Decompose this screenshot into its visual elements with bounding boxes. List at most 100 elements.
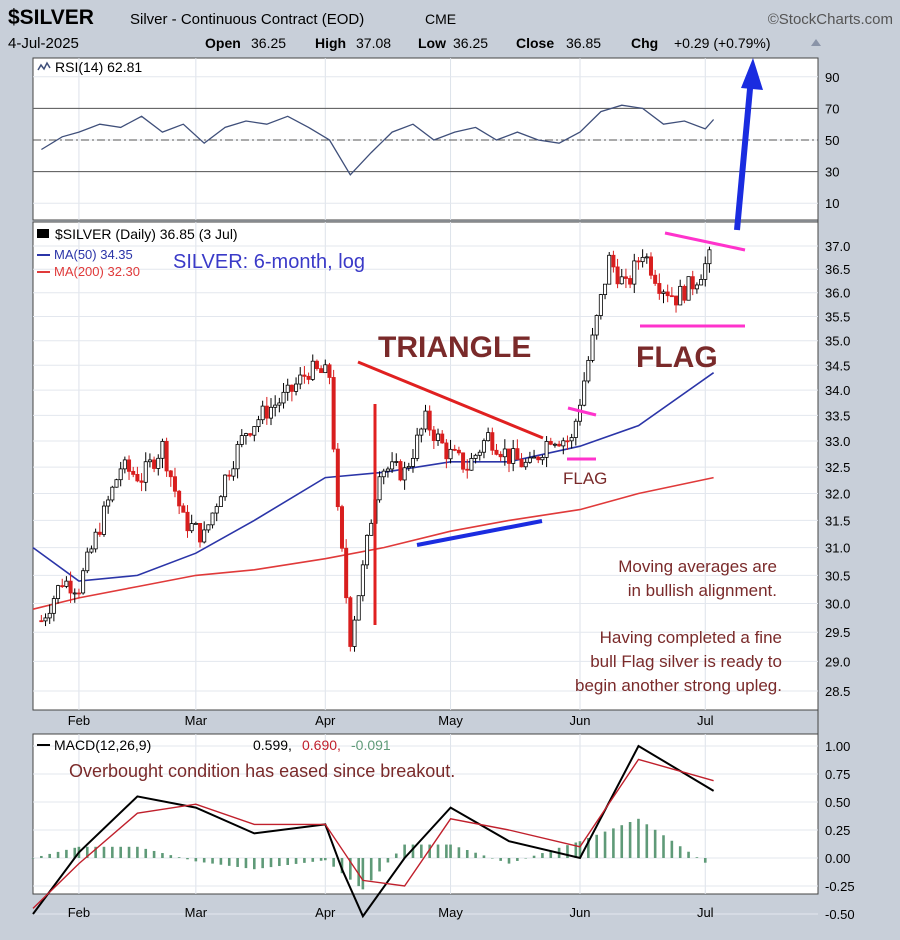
price-tick-label: 36.0 [825,286,850,301]
candle-body [81,570,86,594]
price-tick-label: 35.0 [825,334,850,349]
macd-histogram-bar [102,846,106,858]
candle-body [139,480,144,483]
candle-body [477,451,482,456]
macd-histogram-bar [194,858,198,862]
candle-body [640,256,645,263]
rsi-legend-icon [37,61,51,71]
note-flag-line3: begin another strong upleg. [575,676,782,695]
macd-histogram-bar [378,858,381,872]
macd-tick-label: 1.00 [825,739,850,754]
candle-body [227,474,232,477]
macd-histogram-bar [499,858,502,861]
month-tick-label: Jun [570,713,591,728]
candle-body [306,375,311,380]
macd-histogram-bar [294,858,298,864]
candle-body [76,592,81,595]
candle-body [189,523,194,532]
brand-logo[interactable]: ©StockCharts.com [768,11,893,28]
candle-body [674,295,679,306]
macd-histogram-bar [420,844,423,858]
candle-body [682,285,687,301]
axes: Feb Feb Mar Mar Apr Apr May May Jun Jun Jul Jul 90 70… [68,70,855,922]
price-tick-label: 31.0 [825,541,850,556]
macd-histogram-bar [678,846,682,858]
candle-body [586,360,591,382]
macd-histogram-bar [549,850,553,858]
macd-histogram-bar [278,858,281,867]
candle-body [690,276,695,290]
candle-body [127,459,132,472]
candle-body [465,468,470,471]
candle-body [527,457,532,463]
macd-histogram-bar [436,844,440,858]
month-tick-label: Jul [697,713,714,728]
candle-body [43,617,48,622]
macd-histogram-bar [637,818,640,858]
candle-body [619,276,624,285]
candle-body [615,266,620,285]
macd-histogram-bar [369,858,373,881]
price-tick-label: 36.5 [825,262,850,277]
candle-body [540,456,545,461]
candle-body [569,437,574,442]
candle-body [410,458,415,467]
candle-body [461,452,466,470]
histogram-value: -0.091 [351,737,391,753]
candle-body [143,461,148,483]
candle-body [269,406,274,419]
price-tick-label: 32.5 [825,460,850,475]
macd-histogram-bar [662,835,665,858]
price-tick-label: 32.0 [825,487,850,502]
candle-body [118,468,123,481]
candle-body [177,490,182,507]
candle-body [93,531,98,550]
candle-body [310,360,315,380]
candle-body [603,283,608,295]
candle-body [339,506,344,549]
macd-histogram-bar [445,844,448,858]
candle-body [331,377,336,450]
price-tick-label: 34.0 [825,383,850,398]
ma200-line [32,476,714,610]
rsi-tick-label: 50 [825,133,839,148]
candle-body [365,534,370,566]
candle-body [273,404,278,408]
macd-histogram-bar [574,842,578,858]
candle-body [97,531,102,535]
close-value: 36.85 [566,35,601,51]
price-tick-label: 29.0 [825,654,850,669]
candle-body [360,564,365,597]
ma50-line [32,372,715,582]
macd-histogram-bar [186,858,189,860]
candle-body [544,441,549,458]
candle-body [72,592,77,595]
candle-body [164,440,169,472]
candle-body [106,499,111,507]
macd-line [32,744,715,919]
candle-body [523,461,528,468]
moving-averages [32,372,715,610]
macd-tick-label: -0.25 [825,879,855,894]
candle-body [561,440,566,447]
candle-body [348,597,353,647]
macd-histogram-bar [516,858,519,861]
candle-body [444,442,449,460]
price-tick-label: 30.5 [825,568,850,583]
month-tick-label: Jun [570,905,591,920]
macd-histogram-bar [532,855,536,858]
candle-body [402,467,407,481]
candle-body [64,580,69,587]
candle-body [669,295,674,298]
candle-body [519,458,524,468]
candle-body [452,448,457,451]
macd-histogram-bar [94,846,97,858]
small-flag-upper-line [567,406,597,417]
signal-value: 0.690, [302,737,341,753]
candle-body [486,432,491,442]
flag-upper-line [664,231,746,252]
candle-body [60,585,65,588]
candle-body [277,402,282,406]
upleg-arrow-icon [741,58,763,90]
